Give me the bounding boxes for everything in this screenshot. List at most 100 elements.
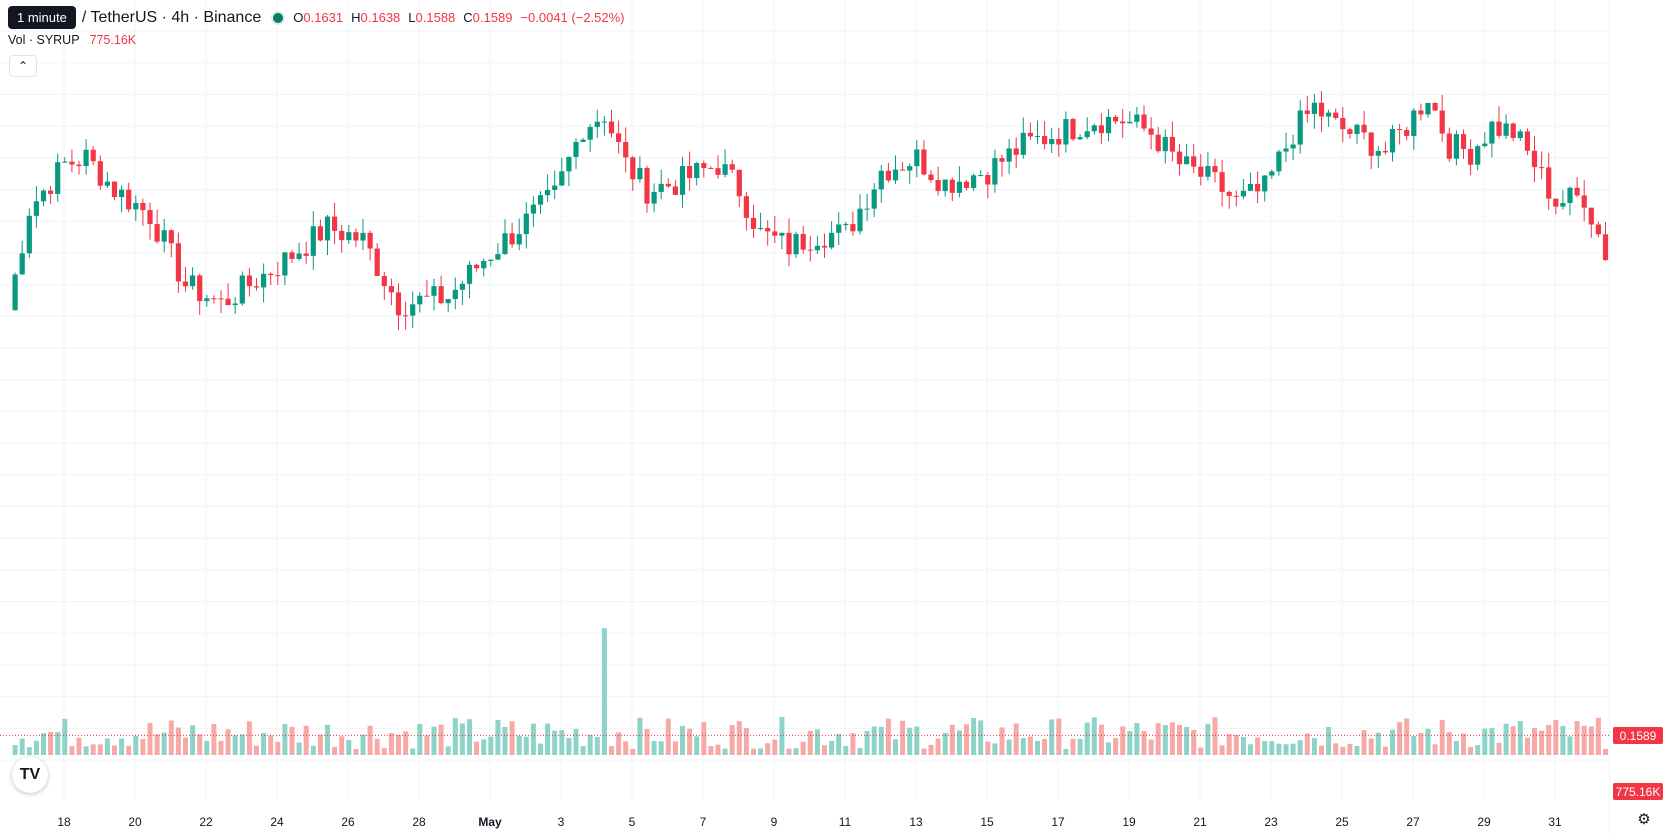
volume-bar bbox=[438, 724, 444, 755]
candle-body bbox=[900, 169, 906, 171]
candle-body bbox=[814, 245, 820, 251]
volume-bar bbox=[90, 744, 96, 755]
volume-bar bbox=[1496, 742, 1502, 755]
candle-body bbox=[1084, 131, 1090, 138]
candle-body bbox=[1148, 128, 1154, 135]
volume-bar bbox=[1134, 722, 1140, 755]
candle-body bbox=[253, 286, 260, 288]
volume-value: 775.16K bbox=[89, 33, 137, 47]
volume-label[interactable]: Vol · SYRUP bbox=[8, 33, 80, 47]
volume-bar bbox=[928, 744, 934, 755]
candle-body bbox=[765, 227, 771, 232]
market-status-icon[interactable] bbox=[271, 10, 286, 25]
time-tick-label: 15 bbox=[980, 815, 994, 829]
candle-body bbox=[857, 208, 863, 232]
candle-body bbox=[1113, 116, 1119, 122]
candle-body bbox=[147, 210, 153, 225]
volume-bar bbox=[1432, 744, 1438, 755]
candle-body bbox=[644, 168, 650, 204]
volume-bar bbox=[1127, 731, 1133, 755]
volume-bar bbox=[48, 731, 54, 755]
volume-bar bbox=[1049, 719, 1055, 755]
candle-body bbox=[1191, 156, 1197, 167]
chart-area[interactable]: 0.27000.26500.26000.25500.25000.24500.24… bbox=[0, 0, 1610, 835]
volume-bar bbox=[935, 738, 941, 755]
candle-body bbox=[1184, 156, 1190, 165]
volume-bar bbox=[1397, 722, 1403, 755]
candle-body bbox=[19, 253, 25, 275]
candle-body bbox=[1049, 138, 1055, 145]
candle-body bbox=[1042, 136, 1048, 145]
candle-body bbox=[892, 169, 899, 181]
time-tick-label: 23 bbox=[1264, 815, 1278, 829]
volume-bar bbox=[900, 720, 906, 755]
candle-body bbox=[190, 275, 196, 287]
volume-bar bbox=[410, 748, 416, 755]
candle-body bbox=[907, 166, 913, 171]
volume-bar bbox=[623, 741, 629, 755]
candle-body bbox=[708, 167, 714, 169]
last-price-badge: 0.1589 bbox=[1613, 727, 1663, 745]
candle-body bbox=[1489, 121, 1495, 144]
candle-body bbox=[743, 196, 749, 218]
symbol-title[interactable]: / TetherUS · 4h · Binance bbox=[81, 8, 262, 26]
volume-bar bbox=[360, 734, 366, 755]
volume-bar bbox=[1070, 738, 1076, 755]
volume-bar bbox=[488, 736, 494, 755]
volume-bar bbox=[502, 726, 508, 755]
candle-body bbox=[821, 245, 828, 248]
candle-body bbox=[332, 216, 338, 231]
volume-bar bbox=[715, 744, 721, 755]
volume-bar bbox=[822, 745, 827, 755]
candle-body bbox=[758, 227, 764, 229]
volume-bar bbox=[317, 734, 323, 755]
candle-body bbox=[431, 286, 437, 296]
candle-body bbox=[1503, 123, 1509, 136]
volume-bar bbox=[197, 734, 203, 755]
volume-bar bbox=[388, 733, 394, 755]
volume-bar bbox=[1276, 743, 1282, 755]
volume-bar bbox=[1368, 738, 1374, 755]
candle-body bbox=[1276, 151, 1282, 172]
gear-icon[interactable]: ⚙ bbox=[1637, 811, 1651, 828]
candle-body bbox=[26, 215, 32, 254]
volume-bar bbox=[1283, 744, 1289, 755]
candle-body bbox=[1283, 148, 1289, 152]
candle-body bbox=[687, 165, 693, 179]
volume-bar bbox=[999, 727, 1005, 755]
time-tick-label: 5 bbox=[629, 815, 636, 829]
volume-bar bbox=[339, 736, 345, 755]
volume-bar bbox=[594, 736, 600, 755]
volume-bar bbox=[161, 732, 167, 755]
candle-body bbox=[445, 299, 451, 304]
candle-body bbox=[1475, 146, 1481, 165]
volume-bar bbox=[112, 745, 117, 755]
volume-bar bbox=[55, 732, 61, 755]
volume-bar bbox=[190, 725, 196, 755]
tradingview-logo-icon[interactable]: TV bbox=[12, 757, 48, 793]
volume-bar bbox=[829, 740, 835, 755]
volume-bar bbox=[644, 729, 650, 755]
candle-body bbox=[928, 174, 934, 181]
volume-bar bbox=[1113, 737, 1119, 755]
volume-bar bbox=[1084, 722, 1090, 755]
volume-bar bbox=[225, 729, 231, 755]
volume-bar bbox=[261, 733, 267, 755]
candle-body bbox=[1020, 132, 1026, 155]
collapse-legend-button[interactable]: ⌃ bbox=[9, 55, 37, 77]
candle-body bbox=[388, 286, 394, 293]
volume-bar bbox=[1177, 725, 1182, 755]
candle-body bbox=[843, 224, 849, 226]
candle-body bbox=[1240, 190, 1246, 197]
volume-bar bbox=[1255, 737, 1261, 755]
volume-bar bbox=[459, 723, 465, 755]
volume-bar bbox=[1290, 743, 1296, 755]
candle-body bbox=[1247, 184, 1254, 191]
volume-bar bbox=[580, 746, 586, 755]
candlestick-chart[interactable]: 0.27000.26500.26000.25500.25000.24500.24… bbox=[0, 0, 1610, 835]
volume-bar bbox=[332, 746, 338, 755]
candle-body bbox=[878, 170, 884, 190]
volume-bar bbox=[708, 745, 714, 755]
candle-body bbox=[942, 179, 948, 192]
volume-bar bbox=[1553, 719, 1559, 755]
